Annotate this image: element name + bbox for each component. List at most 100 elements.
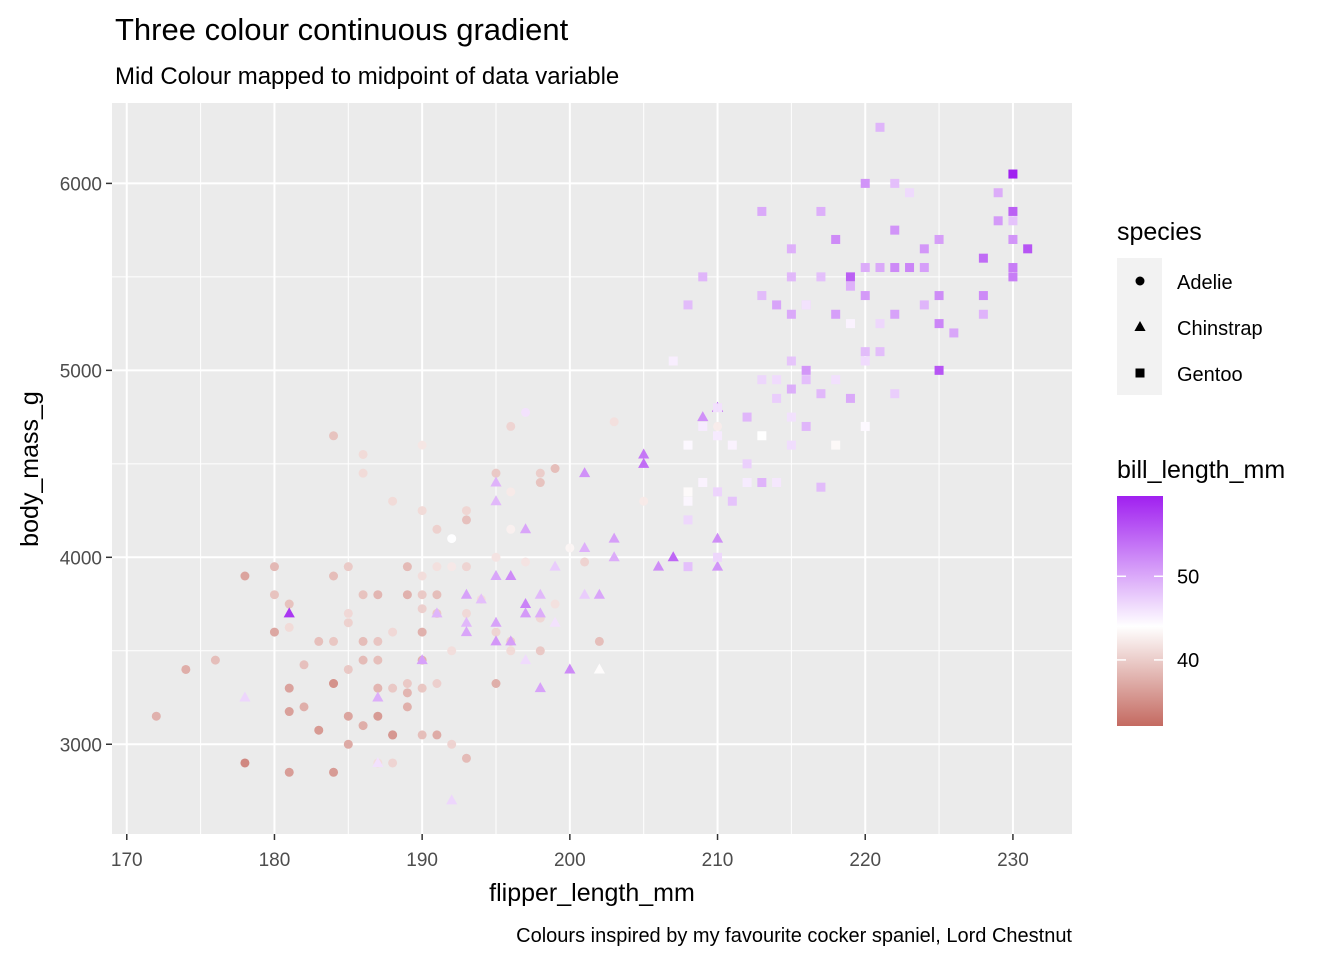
point-adelie [343, 608, 353, 618]
point-gentoo [949, 328, 959, 338]
point-adelie [373, 655, 383, 665]
point-gentoo [757, 375, 767, 385]
point-adelie [299, 702, 309, 712]
chart-title: Three colour continuous gradient [115, 12, 569, 47]
point-adelie [388, 730, 398, 740]
point-gentoo [698, 272, 708, 282]
point-gentoo [905, 263, 915, 273]
point-gentoo [683, 562, 693, 572]
point-adelie [329, 636, 339, 646]
point-gentoo [1023, 244, 1033, 254]
point-gentoo [801, 365, 811, 375]
point-adelie [432, 562, 442, 572]
point-gentoo [727, 440, 737, 450]
point-adelie [491, 679, 501, 688]
point-gentoo [698, 421, 708, 431]
colorbar-tick-label: 40 [1177, 650, 1199, 672]
point-chinstrap [431, 607, 443, 618]
point-adelie [417, 627, 427, 637]
point-adelie [417, 440, 427, 450]
point-adelie [240, 571, 250, 581]
point-gentoo [786, 384, 796, 394]
point-chinstrap [534, 607, 546, 618]
x-axis-title: flipper_length_mm [489, 879, 695, 907]
point-adelie [402, 679, 412, 688]
point-gentoo [919, 300, 929, 310]
point-adelie [358, 590, 368, 600]
colorbar-tick-label: 50 [1177, 566, 1199, 588]
point-adelie [580, 557, 590, 567]
point-adelie [240, 758, 250, 768]
point-adelie [713, 421, 723, 431]
point-chinstrap [460, 616, 473, 627]
point-adelie [432, 730, 442, 740]
point-gentoo [757, 206, 767, 216]
point-chinstrap [475, 593, 487, 604]
point-gentoo [786, 309, 796, 319]
legend-circle-icon [1135, 276, 1145, 286]
point-gentoo [831, 375, 841, 385]
point-chinstrap [460, 588, 473, 599]
point-adelie [535, 478, 545, 488]
point-chinstrap [490, 635, 502, 646]
point-gentoo [668, 356, 678, 366]
point-chinstrap [549, 560, 561, 571]
x-tick-label: 210 [702, 850, 734, 871]
point-gentoo [742, 478, 752, 488]
point-chinstrap [446, 794, 458, 805]
point-adelie [506, 487, 516, 497]
point-gentoo [890, 225, 900, 235]
point-adelie [402, 562, 412, 572]
point-adelie [373, 683, 383, 693]
point-gentoo [978, 291, 988, 301]
point-adelie [535, 468, 545, 478]
point-gentoo [890, 178, 900, 188]
point-chinstrap [239, 691, 251, 702]
point-gentoo [713, 403, 723, 413]
point-gentoo [727, 496, 737, 506]
point-gentoo [934, 365, 944, 375]
point-adelie [343, 739, 353, 749]
point-gentoo [875, 122, 885, 132]
point-adelie [358, 721, 368, 731]
point-gentoo [757, 291, 767, 301]
point-chinstrap [608, 551, 620, 562]
point-gentoo [860, 356, 870, 366]
point-gentoo [786, 412, 796, 422]
point-gentoo [816, 272, 826, 282]
point-gentoo [683, 440, 693, 450]
point-adelie [609, 417, 619, 427]
point-chinstrap [519, 607, 532, 618]
point-chinstrap [711, 532, 724, 543]
point-gentoo [860, 421, 870, 431]
point-gentoo [831, 309, 841, 319]
point-chinstrap [638, 457, 650, 468]
point-chinstrap [490, 495, 502, 506]
point-adelie [284, 683, 294, 693]
point-gentoo [742, 459, 752, 469]
point-chinstrap [416, 654, 428, 665]
point-chinstrap [519, 654, 532, 665]
point-adelie [432, 524, 442, 534]
point-chinstrap [534, 682, 546, 693]
point-adelie [343, 664, 353, 674]
point-chinstrap [711, 560, 724, 571]
point-adelie [284, 707, 294, 717]
point-adelie [388, 758, 398, 768]
point-adelie [343, 711, 353, 721]
point-gentoo [816, 206, 826, 216]
point-gentoo [919, 263, 929, 273]
point-gentoo [993, 188, 1003, 198]
x-tick-label: 170 [111, 850, 143, 871]
point-gentoo [713, 552, 723, 562]
point-chinstrap [667, 551, 679, 562]
point-chinstrap [564, 663, 576, 674]
point-chinstrap [490, 616, 502, 627]
shape-legend: species Adelie Chinstrap Gentoo [1117, 218, 1263, 395]
y-axis: 3000 4000 5000 6000 [60, 174, 112, 756]
point-gentoo [713, 431, 723, 441]
point-adelie [343, 562, 353, 572]
point-adelie [432, 590, 442, 600]
point-adelie [388, 683, 398, 693]
colorbar [1117, 496, 1163, 726]
